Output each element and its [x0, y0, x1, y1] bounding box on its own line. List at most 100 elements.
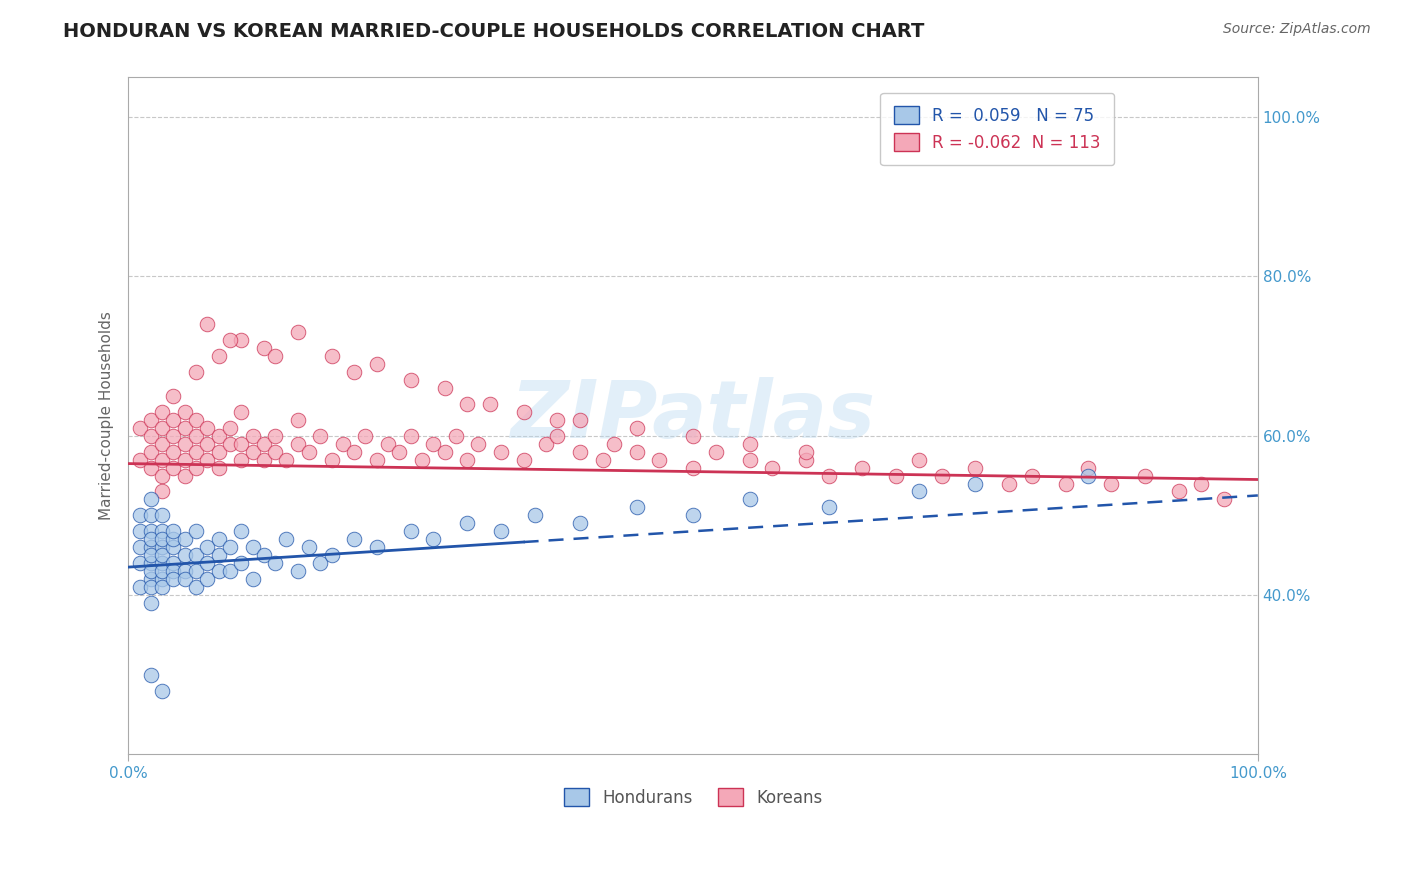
Point: [150, 436, 173, 450]
Point: [242, 572, 264, 586]
Point: [128, 508, 150, 523]
Point: [162, 444, 184, 458]
Point: [150, 556, 173, 570]
Point: [343, 365, 366, 379]
Point: [150, 540, 173, 554]
Point: [523, 508, 546, 523]
Point: [162, 572, 184, 586]
Point: [309, 556, 332, 570]
Point: [592, 452, 614, 467]
Point: [738, 452, 761, 467]
Point: [195, 421, 218, 435]
Point: [207, 533, 229, 547]
Point: [1077, 460, 1099, 475]
Point: [219, 421, 242, 435]
Point: [150, 468, 173, 483]
Point: [162, 428, 184, 442]
Point: [162, 460, 184, 475]
Point: [231, 452, 253, 467]
Point: [332, 436, 354, 450]
Point: [139, 413, 162, 427]
Point: [150, 452, 173, 467]
Point: [207, 564, 229, 578]
Point: [207, 548, 229, 562]
Point: [162, 564, 184, 578]
Point: [150, 572, 173, 586]
Point: [512, 452, 534, 467]
Point: [287, 413, 309, 427]
Point: [128, 540, 150, 554]
Point: [366, 452, 388, 467]
Point: [207, 460, 229, 475]
Point: [298, 540, 321, 554]
Point: [173, 405, 195, 419]
Point: [231, 524, 253, 539]
Point: [467, 436, 489, 450]
Point: [264, 349, 287, 363]
Point: [139, 572, 162, 586]
Point: [433, 381, 456, 395]
Point: [998, 476, 1021, 491]
Point: [207, 349, 229, 363]
Point: [150, 580, 173, 594]
Point: [512, 405, 534, 419]
Point: [253, 436, 276, 450]
Point: [173, 564, 195, 578]
Point: [162, 413, 184, 427]
Point: [343, 444, 366, 458]
Point: [139, 564, 162, 578]
Point: [1054, 476, 1077, 491]
Point: [908, 452, 931, 467]
Point: [242, 540, 264, 554]
Point: [1133, 468, 1156, 483]
Point: [253, 452, 276, 467]
Point: [128, 452, 150, 467]
Point: [444, 428, 467, 442]
Point: [422, 436, 444, 450]
Point: [626, 500, 648, 515]
Text: HONDURAN VS KOREAN MARRIED-COUPLE HOUSEHOLDS CORRELATION CHART: HONDURAN VS KOREAN MARRIED-COUPLE HOUSEH…: [63, 22, 925, 41]
Point: [626, 444, 648, 458]
Point: [569, 413, 592, 427]
Point: [433, 444, 456, 458]
Point: [547, 413, 569, 427]
Point: [219, 436, 242, 450]
Point: [547, 428, 569, 442]
Point: [1099, 476, 1122, 491]
Point: [184, 413, 207, 427]
Point: [195, 556, 218, 570]
Point: [276, 452, 298, 467]
Point: [399, 524, 422, 539]
Point: [399, 428, 422, 442]
Point: [162, 533, 184, 547]
Point: [162, 389, 184, 403]
Point: [1077, 468, 1099, 483]
Point: [682, 460, 704, 475]
Point: [150, 524, 173, 539]
Point: [128, 580, 150, 594]
Point: [817, 500, 839, 515]
Point: [128, 556, 150, 570]
Point: [264, 444, 287, 458]
Point: [489, 444, 512, 458]
Point: [150, 508, 173, 523]
Point: [139, 492, 162, 507]
Point: [173, 421, 195, 435]
Point: [264, 556, 287, 570]
Point: [321, 548, 343, 562]
Point: [399, 373, 422, 387]
Point: [139, 667, 162, 681]
Point: [139, 428, 162, 442]
Point: [173, 572, 195, 586]
Point: [276, 533, 298, 547]
Y-axis label: Married-couple Households: Married-couple Households: [100, 311, 114, 520]
Point: [139, 524, 162, 539]
Point: [184, 365, 207, 379]
Point: [173, 468, 195, 483]
Point: [569, 444, 592, 458]
Point: [150, 564, 173, 578]
Point: [139, 508, 162, 523]
Point: [139, 556, 162, 570]
Point: [456, 452, 478, 467]
Point: [287, 564, 309, 578]
